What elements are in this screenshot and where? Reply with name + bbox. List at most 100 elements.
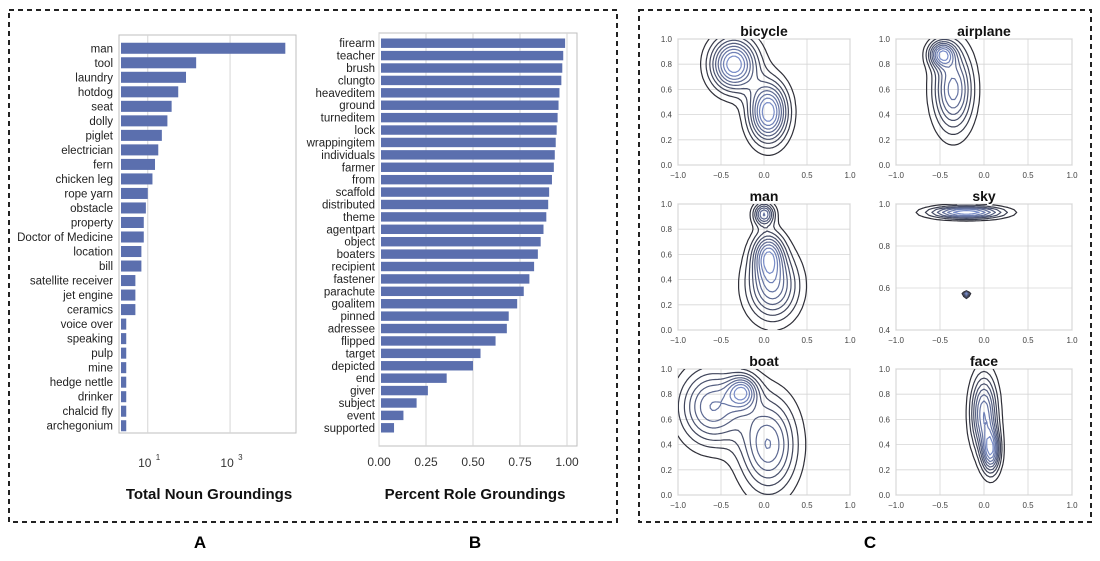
bar [121,173,153,185]
bar [381,398,417,408]
category-label: drinker [78,392,113,404]
contour-level [699,379,780,463]
category-label: property [71,217,113,229]
contour-level [754,207,788,306]
contour-level [729,383,751,404]
bar [381,50,564,61]
x-tick-label: 1.0 [844,336,856,345]
x-tick-label: −0.5 [932,171,948,180]
y-tick-label: 0.2 [661,301,673,310]
category-label: seat [91,101,114,113]
bar [381,38,566,48]
x-tick-label: 1.0 [1066,336,1078,345]
subplot-airplane: −1.0 −0.5 0.0 0.5 1.0 0.0 0.2 0.4 0.6 0.8 1.0 airpl… [879,22,1078,181]
category-label: object [344,237,375,249]
category-label: theme [343,212,375,224]
contour-level [938,50,949,61]
category-label: firearm [339,38,375,50]
y-tick-label: 0.8 [661,60,673,69]
subplot-man: −1.0 −0.5 0.0 0.5 1.0 0.0 0.2 0.4 0.6 0.8 1.0 man [661,187,856,346]
contour-level [936,48,952,65]
category-label: piglet [86,130,114,142]
bar [121,100,172,112]
contour-level [722,51,778,126]
contour-lines [915,204,1018,300]
x-tick-label: 0.5 [801,501,813,510]
y-tick-label: 0.8 [879,390,891,399]
category-label: clungto [338,75,375,87]
y-tick-label: 0.2 [879,136,891,145]
bar [381,212,547,222]
bar [121,42,286,54]
category-label: satellite receiver [30,276,113,288]
bar [381,88,560,98]
category-label: agentpart [326,224,375,236]
y-tick-label: 0.6 [661,85,673,94]
bar [381,373,447,383]
contour-level [763,251,776,275]
x-tick-label: 0.5 [801,336,813,345]
y-tick-label: 0.4 [661,441,673,450]
bar [381,174,552,185]
subplot-bicycle: −1.0 −0.5 0.0 0.5 1.0 0.0 0.2 0.4 0.6 0.8 1.0 bicyc… [661,22,856,181]
category-label: rope yarn [64,188,113,200]
contour-level [726,55,775,122]
category-label: teacher [337,51,376,63]
subplot-title: bicycle [740,23,788,39]
subplot-title: boat [749,353,779,369]
x-tick-label: 1.0 [844,501,856,510]
bar [121,260,142,272]
contour-level [744,204,801,323]
category-label: brush [346,63,375,75]
contour-level [927,39,972,128]
contour-level [709,381,772,449]
y-tick-label: 0.2 [661,466,673,475]
bar [121,71,187,83]
contour-level [712,39,787,140]
y-tick-label: 0.6 [661,415,673,424]
contour-level [934,46,959,101]
y-tick-label: 0.8 [879,60,891,69]
bar [121,362,127,374]
contour-level [760,247,779,284]
x-tick-label: 1.0 [1066,171,1078,180]
bar [121,405,127,417]
bar [121,318,127,330]
x-tick-label: 1.0 [844,171,856,180]
y-tick-label: 0.4 [879,441,891,450]
y-tick-label: 1.0 [879,200,891,209]
x-tick-label: 0.5 [1022,336,1034,345]
bar [381,286,524,297]
contour-level [705,39,793,149]
category-label: obstacle [70,203,113,215]
contour-level [733,386,748,401]
category-label: Doctor of Medicine [17,232,113,244]
x-tick-label: 0.5 [801,171,813,180]
x-tick-label: 0.0 [978,171,990,180]
bar [381,361,473,371]
x-tick-label: −0.5 [932,336,948,345]
category-label: individuals [321,150,375,162]
y-tick-label: 0.4 [879,326,891,335]
bar [381,274,530,284]
subplot-title: face [970,353,998,369]
bar [381,150,555,160]
x-tick-label-a: 10 [138,456,152,470]
bar [381,224,544,235]
bar [121,246,142,258]
category-label: heaveditem [316,88,375,100]
category-label: supported [324,423,375,435]
panel-label-b: B [469,533,481,552]
category-label: distributed [322,199,375,211]
panel-label-c: C [864,533,876,552]
y-tick-label: 0.6 [879,284,891,293]
contour-level [936,206,996,297]
x-tick-label: −1.0 [670,171,686,180]
category-label: end [356,373,375,385]
subplot-boat: −1.0 −0.5 0.0 0.5 1.0 0.0 0.2 0.4 0.6 0.8 1.0 boat [661,352,856,511]
bar [381,261,535,272]
bar [121,115,168,127]
y-tick-label: 0.2 [879,466,891,475]
x-tick-label: 0.0 [978,336,990,345]
subplot-title: airplane [957,23,1011,39]
